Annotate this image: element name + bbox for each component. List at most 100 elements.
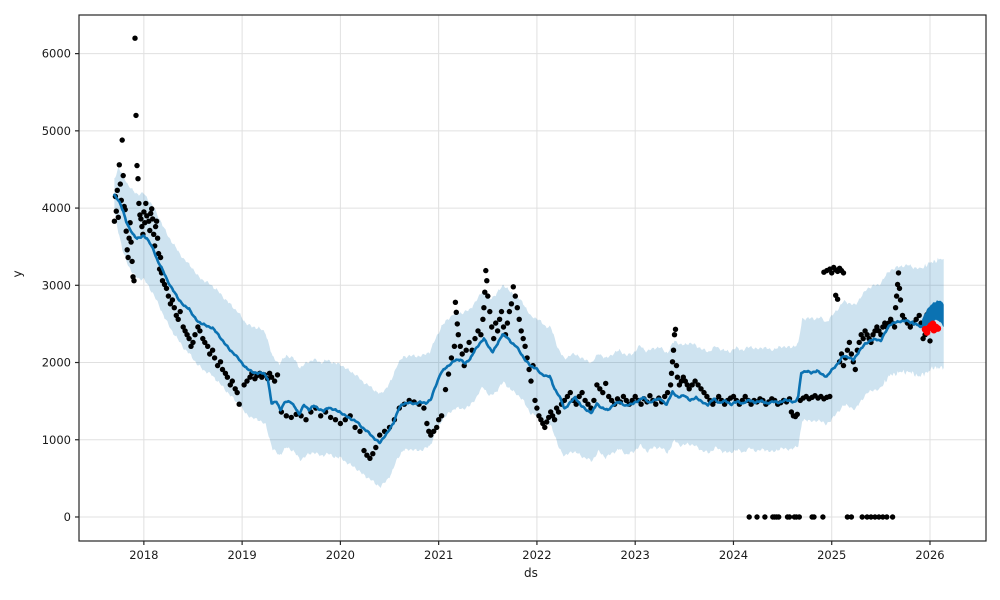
data-point — [647, 393, 653, 399]
data-point — [597, 386, 603, 392]
anomaly-point — [934, 325, 942, 332]
data-point — [913, 316, 919, 322]
data-point — [361, 447, 367, 454]
data-point — [143, 200, 149, 207]
data-point — [288, 414, 294, 421]
data-point — [197, 328, 203, 334]
data-point — [512, 293, 518, 299]
data-point — [551, 417, 558, 423]
data-point — [131, 278, 137, 284]
data-point — [134, 162, 140, 169]
data-point — [327, 414, 334, 421]
data-point — [283, 413, 289, 419]
data-point — [434, 424, 440, 431]
data-point — [117, 181, 124, 187]
data-point — [370, 451, 376, 457]
data-point — [202, 339, 208, 346]
forecast-tail — [922, 300, 944, 332]
data-point — [667, 382, 674, 388]
axes: 2018 2019 2020 2021 2022 2023 2024 2025 2026 0 100… — [42, 14, 987, 562]
zero-data-point — [872, 514, 878, 520]
zero-data-point — [844, 514, 851, 520]
data-point — [151, 231, 157, 237]
data-point — [893, 293, 900, 299]
data-point — [892, 305, 899, 311]
data-point — [352, 424, 358, 431]
data-point — [692, 378, 698, 384]
data-point — [606, 393, 612, 400]
data-point — [564, 393, 571, 400]
data-point — [454, 321, 460, 327]
data-point — [244, 378, 250, 384]
data-point — [424, 420, 430, 427]
data-point — [674, 374, 681, 380]
data-point — [268, 374, 275, 380]
x-axis-label: ds — [524, 566, 538, 580]
data-point — [144, 213, 150, 219]
y-tick-label: 4000 — [42, 201, 71, 215]
forecast-line-path — [113, 193, 924, 445]
anomaly-points — [921, 320, 942, 336]
data-point — [620, 393, 627, 400]
data-point — [139, 223, 145, 230]
data-point — [542, 424, 548, 431]
data-point — [508, 301, 515, 307]
data-point — [171, 305, 177, 311]
forecast-line — [113, 193, 924, 445]
data-point — [337, 420, 344, 427]
data-point — [428, 432, 434, 438]
data-point — [481, 305, 487, 311]
x-tick-label: 2021 — [424, 548, 453, 562]
data-point — [205, 343, 211, 349]
data-point — [794, 411, 800, 417]
data-point — [149, 206, 155, 212]
data-point — [504, 320, 511, 326]
data-point — [520, 335, 526, 342]
data-point — [496, 316, 503, 322]
data-point — [115, 214, 122, 220]
data-point — [840, 270, 847, 276]
data-point — [209, 347, 216, 353]
data-point — [698, 386, 704, 392]
data-point — [710, 401, 716, 407]
data-point — [186, 335, 192, 342]
data-point — [491, 335, 497, 342]
forecast-tail-area — [922, 300, 944, 332]
data-point — [150, 216, 156, 222]
y-tick-label: 2000 — [42, 356, 71, 370]
data-point — [274, 372, 281, 378]
data-point — [689, 382, 695, 388]
data-point — [927, 338, 933, 344]
data-point — [241, 382, 247, 388]
data-point — [153, 218, 160, 224]
data-point — [192, 332, 198, 338]
data-point — [600, 389, 606, 396]
data-point — [670, 347, 677, 353]
data-point — [214, 362, 221, 369]
data-point — [856, 339, 862, 346]
x-tick-label: 2019 — [227, 548, 256, 562]
data-point — [116, 162, 123, 168]
data-point — [448, 355, 455, 361]
data-point — [671, 332, 678, 338]
data-point — [442, 386, 449, 393]
data-point — [357, 428, 363, 434]
data-point — [436, 417, 442, 423]
data-point — [489, 324, 495, 330]
data-point — [632, 393, 638, 400]
data-point — [133, 112, 139, 119]
data-point — [459, 351, 465, 357]
data-point — [123, 228, 129, 234]
data-point — [704, 393, 710, 400]
data-point — [582, 397, 588, 404]
data-point — [669, 359, 676, 365]
data-point — [483, 267, 489, 274]
zero-data-point — [864, 514, 870, 520]
data-point — [141, 209, 147, 215]
data-point — [169, 297, 176, 303]
zero-data-point — [811, 514, 817, 520]
data-point — [608, 397, 615, 404]
data-point — [211, 355, 218, 361]
data-point — [506, 308, 513, 315]
